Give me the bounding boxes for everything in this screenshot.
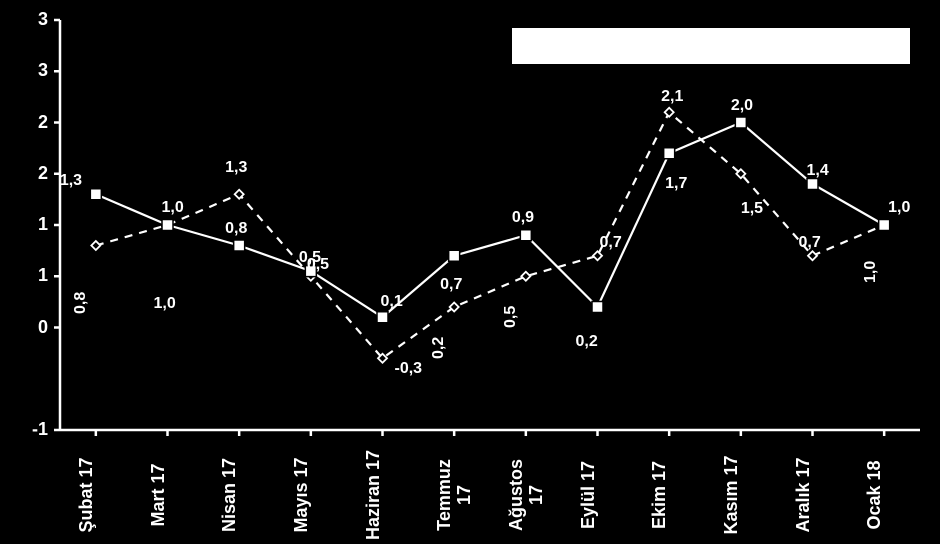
- data-label: 1,0: [162, 199, 184, 217]
- data-label: 2,1: [661, 88, 683, 106]
- x-tick-label: Haziran 17: [363, 440, 403, 544]
- data-label: 0,2: [576, 333, 598, 351]
- data-label: 1,3: [225, 159, 247, 177]
- x-tick-label: Ocak 18: [864, 440, 904, 544]
- y-tick-label: -1: [0, 419, 48, 440]
- data-label: 0,9: [512, 209, 534, 227]
- x-tick-label: Mayıs 17: [291, 440, 331, 544]
- data-label: 0,7: [440, 276, 462, 294]
- y-tick-label: 3: [0, 60, 48, 81]
- data-label: 0,8: [225, 220, 247, 238]
- x-tick-label: Nisan 17: [219, 440, 259, 544]
- data-label: -0,3: [395, 360, 423, 378]
- data-label: 1,0: [888, 199, 910, 217]
- x-tick-label: Ekim 17: [649, 440, 689, 544]
- y-tick-label: 2: [0, 163, 48, 184]
- data-label: 0,7: [600, 234, 622, 252]
- x-tick-label: Eylül 17: [578, 440, 618, 544]
- data-label: 2,0: [731, 97, 753, 115]
- data-label: 1,3: [60, 172, 82, 190]
- data-label: 0,5: [502, 306, 520, 328]
- x-tick-label: Mart 17: [148, 440, 188, 544]
- x-tick-label: Ağustos 17: [506, 440, 546, 544]
- y-tick-label: 1: [0, 214, 48, 235]
- data-label: 1,0: [862, 261, 880, 283]
- y-tick-label: 3: [0, 9, 48, 30]
- data-label: 0,1: [381, 293, 403, 311]
- data-label: 0,5: [299, 249, 321, 267]
- legend-box: [512, 28, 910, 64]
- x-tick-label: Kasım 17: [721, 440, 761, 544]
- data-label: 0,2: [430, 337, 448, 359]
- data-label: 0,8: [72, 291, 90, 313]
- data-label: 1,4: [807, 162, 829, 180]
- line-chart: -1 0 1 1 2 2 3 3 Şubat 17 Mart 17 Nisan 17 Mayıs 17…: [0, 0, 940, 544]
- x-tick-label: Şubat 17: [76, 440, 116, 544]
- y-tick-label: 1: [0, 265, 48, 286]
- y-tick-label: 2: [0, 112, 48, 133]
- x-tick-label: Temmuz 17: [434, 440, 474, 544]
- y-tick-label: 0: [0, 317, 48, 338]
- data-label: 1,0: [154, 295, 176, 313]
- data-label: 1,7: [665, 175, 687, 193]
- x-tick-label: Aralık 17: [793, 440, 833, 544]
- data-label: 0,7: [799, 234, 821, 252]
- data-label: 1,5: [741, 200, 763, 218]
